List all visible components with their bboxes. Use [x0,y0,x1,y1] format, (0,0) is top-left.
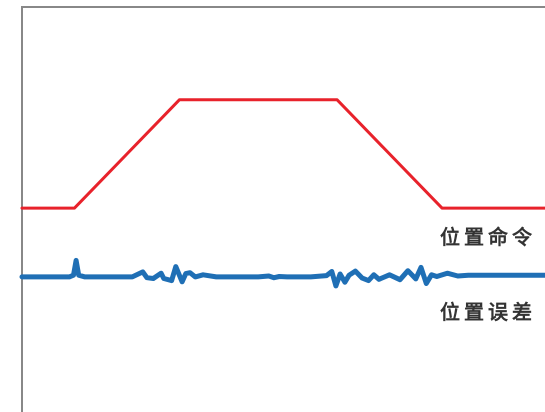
series-layer [19,98,545,289]
position-error-line [19,257,545,289]
series-label-position-error: 位置误差 [440,300,536,324]
position-command-line [20,98,545,210]
series-label-position-command: 位置命令 [440,225,536,249]
